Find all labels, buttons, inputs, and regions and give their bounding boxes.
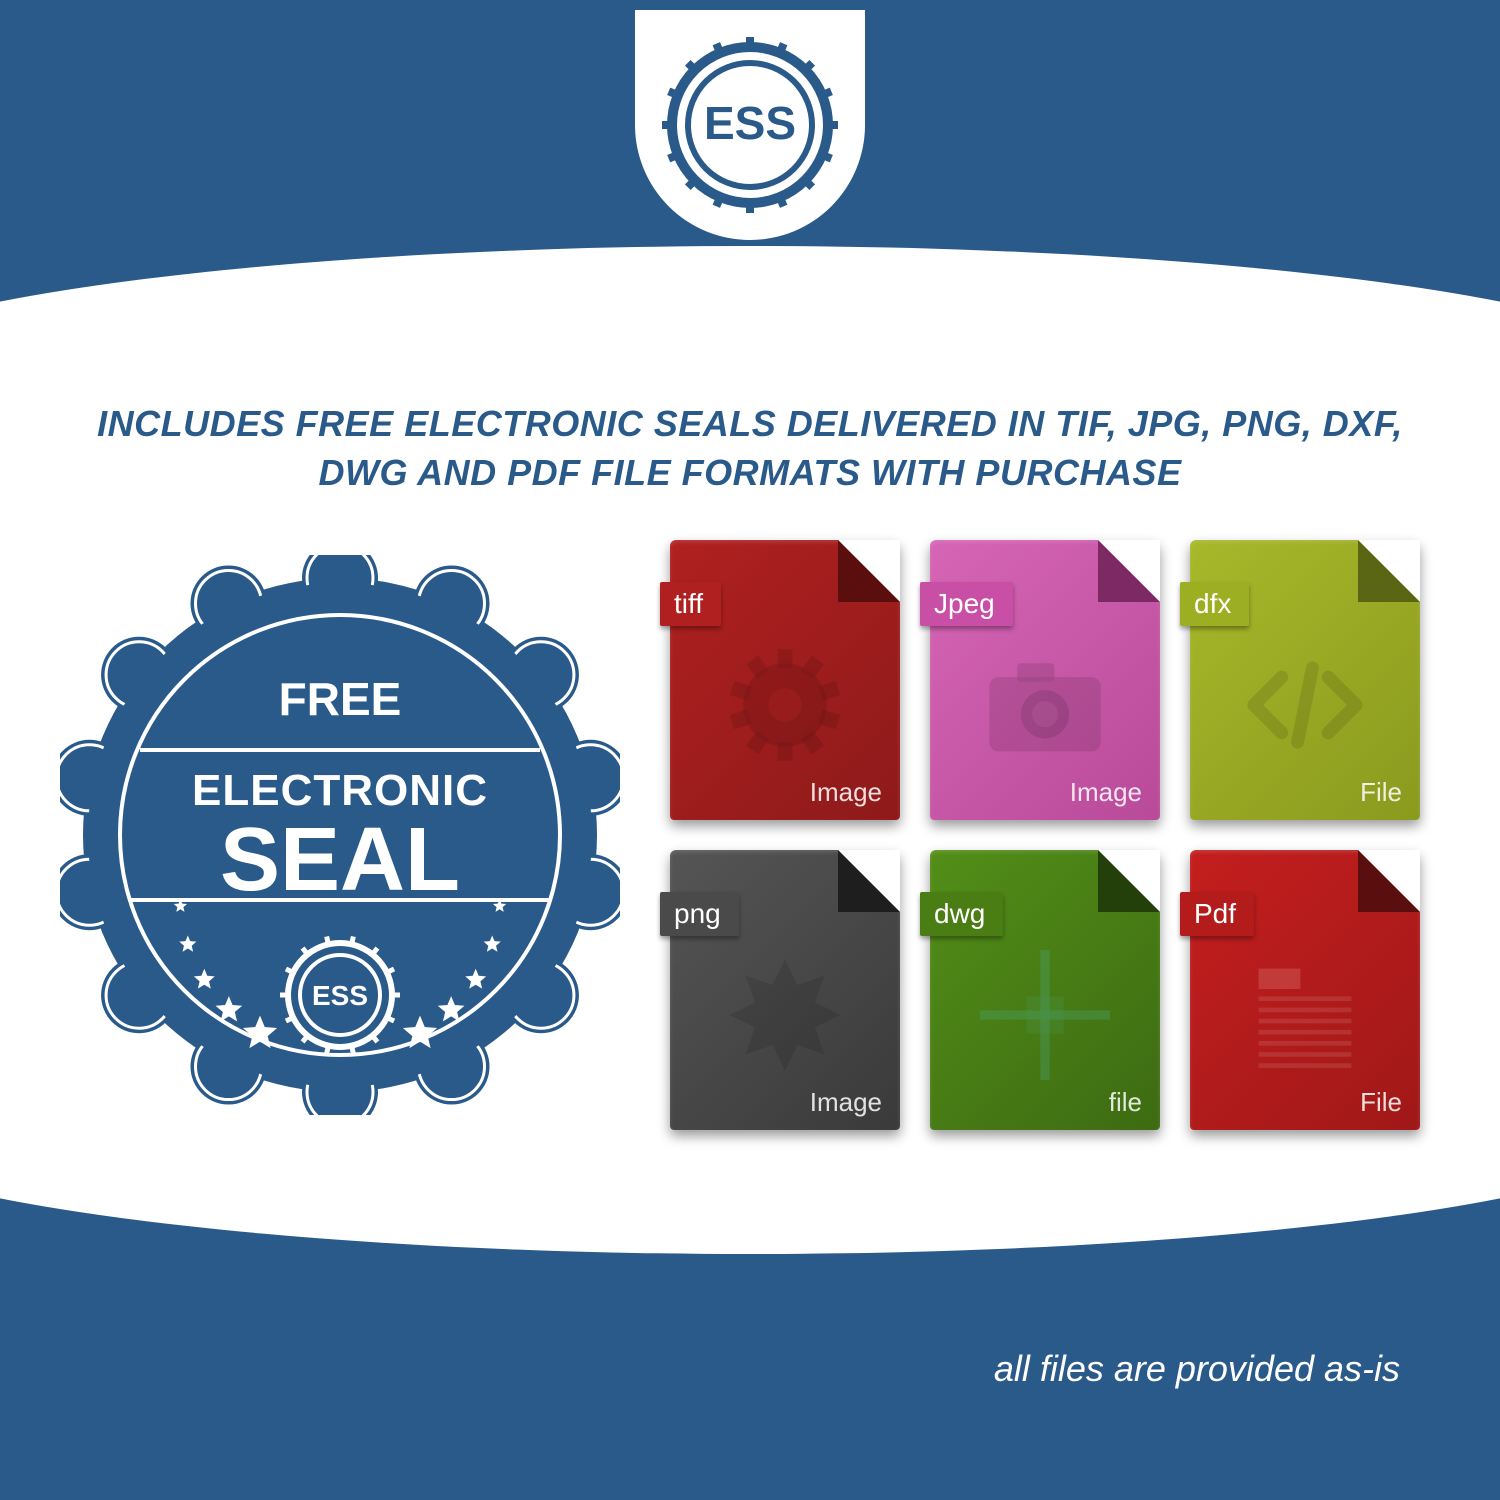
file-sublabel: Image [810,1087,882,1118]
file-sublabel: file [1109,1087,1142,1118]
logo-text: ESS [704,97,796,149]
gear-seal-icon: ESS [660,35,840,215]
headline: INCLUDES FREE ELECTRONIC SEALS DELIVERED… [80,400,1420,497]
file-icon-dfx: dfx File [1190,540,1420,820]
code-icon [1240,640,1370,770]
file-sublabel: File [1360,1087,1402,1118]
file-sublabel: File [1360,777,1402,808]
file-icon-jpeg: Jpeg Image [930,540,1160,820]
file-label: png [660,892,739,936]
ess-logo: ESS [635,10,865,240]
file-sublabel: Image [1070,777,1142,808]
file-label: tiff [660,582,721,626]
free-electronic-seal-badge: FREE ELECTRONIC SEAL ESS [60,555,620,1115]
gear-icon [720,640,850,770]
file-format-grid: tiff Image Jpeg Image dfx File png Image… [650,540,1440,1130]
crosshair-icon [980,950,1110,1080]
svg-text:ESS: ESS [312,980,368,1011]
file-label: dwg [920,892,1003,936]
starburst-icon [720,950,850,1080]
footnote: all files are provided as-is [994,1348,1400,1390]
file-icon-tiff: tiff Image [670,540,900,820]
content-row: FREE ELECTRONIC SEAL ESS tiff Image Jpeg [60,540,1440,1130]
file-sublabel: Image [810,777,882,808]
file-label: Jpeg [920,582,1013,626]
camera-icon [980,640,1110,770]
svg-text:FREE: FREE [279,673,402,725]
svg-text:SEAL: SEAL [220,810,460,910]
doclines-icon [1240,950,1370,1080]
file-icon-pdf: Pdf File [1190,850,1420,1130]
svg-text:ELECTRONIC: ELECTRONIC [192,766,488,815]
file-label: dfx [1180,582,1249,626]
file-icon-dwg: dwg file [930,850,1160,1130]
file-label: Pdf [1180,892,1254,936]
file-icon-png: png Image [670,850,900,1130]
